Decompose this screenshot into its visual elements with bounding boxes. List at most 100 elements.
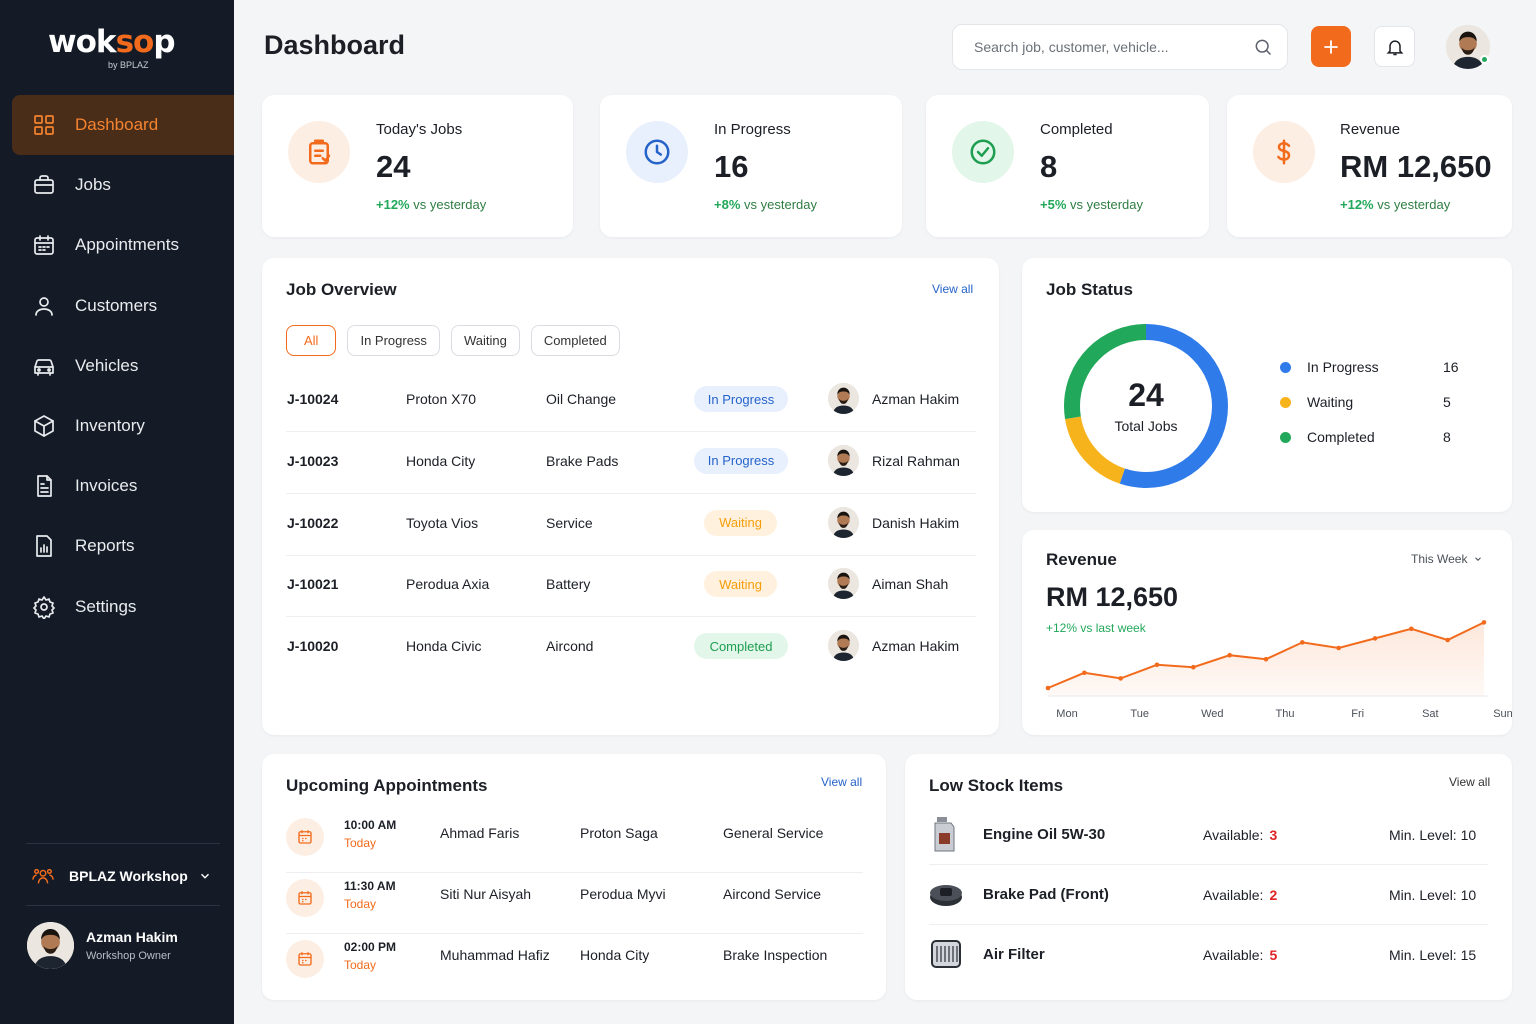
x-tick-label: Fri: [1351, 708, 1364, 720]
brand-subtitle: by BPLAZ: [108, 60, 149, 70]
available-label: Available:: [1203, 827, 1264, 843]
legend-value: 8: [1443, 429, 1451, 445]
filter-chip-completed[interactable]: Completed: [530, 325, 620, 356]
table-row[interactable]: J-10022 Toyota Vios Service Waiting Danish H…: [286, 494, 976, 556]
job-id[interactable]: J-10023: [287, 452, 339, 469]
filter-chip-waiting[interactable]: Waiting: [450, 325, 520, 356]
add-button[interactable]: [1311, 26, 1351, 67]
status-badge: Waiting: [704, 571, 777, 598]
job-service: Service: [546, 514, 593, 531]
sidebar-divider: [26, 843, 220, 844]
job-status-donut: 24 Total Jobs: [1064, 324, 1228, 488]
revenue-line-chart: Mon Tue Wed Thu Fri Sat Sun: [1045, 620, 1512, 720]
sidebar-item-label: Dashboard: [75, 115, 159, 135]
sidebar-item-dashboard[interactable]: Dashboard: [12, 95, 234, 156]
sidebar-item-label: Settings: [75, 596, 137, 616]
sidebar-item-label: Jobs: [75, 175, 111, 195]
low-stock-row[interactable]: Air Filter Available: 5 Min. Level: 15: [929, 925, 1488, 985]
search-icon[interactable]: [1253, 37, 1273, 57]
card-title: Revenue: [1046, 550, 1117, 569]
legend-dot: [1280, 397, 1291, 408]
table-row[interactable]: J-10020 Honda Civic Aircond Completed Azman …: [286, 617, 976, 679]
view-all-link[interactable]: View all: [932, 282, 974, 296]
card-title: Job Status: [1046, 280, 1133, 299]
dollar-icon: [1253, 121, 1315, 183]
brand-name-part2: p: [153, 24, 175, 60]
legend-item-completed: Completed 8: [1280, 428, 1470, 448]
user-role: Workshop Owner: [86, 950, 171, 962]
chart-point: [1336, 645, 1341, 651]
appointment-day: Today: [344, 897, 377, 911]
appointment-row[interactable]: 02:00 PM Today Muhammad Hafiz Honda City Bra…: [286, 934, 863, 995]
job-service: Brake Pads: [546, 452, 619, 469]
search-input[interactable]: Search job, customer, vehicle...: [952, 24, 1288, 70]
table-row[interactable]: J-10023 Honda City Brake Pads In Progress Ri…: [286, 432, 976, 494]
job-id[interactable]: J-10021: [287, 576, 339, 593]
sidebar-item-reports[interactable]: Reports: [12, 516, 234, 576]
appointment-service: General Service: [723, 825, 824, 841]
sidebar-item-invoices[interactable]: Invoices: [12, 456, 234, 516]
appointment-row[interactable]: 10:00 AM Today Ahmad Faris Proton Saga Gener…: [286, 812, 863, 873]
sidebar-item-appointments[interactable]: Appointments: [12, 215, 234, 275]
job-filter-tabs: All In Progress Waiting Completed: [286, 325, 631, 356]
available-count: 5: [1269, 947, 1278, 963]
stat-card-todays-jobs[interactable]: Today's Jobs 24 +12% vs yesterday: [262, 95, 573, 237]
item-name: Engine Oil 5W-30: [983, 826, 1106, 843]
job-technician: Aiman Shah: [872, 576, 949, 593]
appointment-vehicle: Perodua Myvi: [580, 886, 666, 902]
user-profile[interactable]: Azman Hakim Workshop Owner: [27, 922, 178, 969]
appointment-row[interactable]: 11:30 AM Today Siti Nur Aisyah Perodua Myvi…: [286, 873, 863, 934]
chart-point: [1045, 685, 1051, 691]
workspace-switcher[interactable]: BPLAZ Workshop: [32, 862, 212, 890]
job-id[interactable]: J-10022: [287, 514, 339, 531]
job-id[interactable]: J-10020: [287, 638, 339, 655]
job-id[interactable]: J-10024: [287, 391, 339, 407]
chart-point: [1082, 670, 1087, 676]
stat-label: Completed: [1040, 121, 1113, 138]
legend-value: 16: [1443, 359, 1459, 375]
table-row[interactable]: J-10024 Proton X70 Oil Change In Progress Az…: [286, 370, 976, 432]
chart-point: [1300, 640, 1305, 645]
stat-change-pct: +8%: [714, 197, 741, 212]
report-icon: [32, 534, 56, 558]
search-placeholder: Search job, customer, vehicle...: [974, 39, 1169, 55]
table-row[interactable]: J-10021 Perodua Axia Battery Waiting Aiman S…: [286, 555, 976, 618]
car-icon: [32, 354, 56, 378]
low-stock-row[interactable]: Engine Oil 5W-30 Available: 3 Min. Level: 1…: [929, 805, 1488, 865]
job-service: Aircond: [546, 638, 594, 655]
low-stock-row[interactable]: Brake Pad (Front) Available: 2 Min. Level: …: [929, 865, 1488, 925]
appointment-customer: Siti Nur Aisyah: [440, 886, 532, 902]
sidebar-item-customers[interactable]: Customers: [12, 276, 234, 336]
sidebar-item-vehicles[interactable]: Vehicles: [12, 336, 234, 396]
card-title: Job Overview: [286, 280, 397, 299]
legend-label: In Progress: [1307, 359, 1379, 375]
chevron-down-icon: [201, 873, 209, 879]
chart-point: [1227, 652, 1232, 658]
filter-chip-all[interactable]: All: [286, 325, 337, 356]
stat-card-in-progress[interactable]: In Progress 16 +8% vs yesterday: [600, 95, 902, 237]
donut-slice-completed: [1064, 324, 1228, 488]
view-all-link[interactable]: View all: [1449, 775, 1491, 789]
notifications-button[interactable]: [1374, 26, 1415, 67]
job-technician: Azman Hakim: [872, 638, 960, 655]
sidebar-item-jobs[interactable]: Jobs: [12, 155, 234, 215]
avatar[interactable]: [1446, 25, 1490, 69]
filter-chip-in-progress[interactable]: In Progress: [347, 325, 440, 356]
sidebar-item-settings[interactable]: Settings: [12, 577, 234, 637]
chart-point: [1409, 626, 1414, 632]
stat-card-revenue[interactable]: Revenue RM 12,650 +12% vs yesterday: [1227, 95, 1512, 237]
item-min-level: Min. Level: 15: [1389, 947, 1477, 963]
appointment-time: 10:00 AM: [344, 818, 397, 832]
view-all-link[interactable]: View all: [821, 775, 863, 789]
period-select[interactable]: This Week: [1411, 552, 1483, 566]
page-title: Dashboard: [264, 30, 406, 60]
appointment-day: Today: [344, 836, 377, 850]
appointment-vehicle: Proton Saga: [580, 825, 658, 841]
team-icon: [32, 868, 54, 884]
stat-card-completed[interactable]: Completed 8 +5% vs yesterday: [926, 95, 1209, 237]
sidebar-item-inventory[interactable]: Inventory: [12, 396, 234, 456]
status-badge: In Progress: [694, 447, 788, 474]
available-count: 2: [1269, 887, 1278, 903]
brand-logo[interactable]: woksop: [48, 24, 176, 60]
legend-label: Completed: [1307, 429, 1375, 445]
